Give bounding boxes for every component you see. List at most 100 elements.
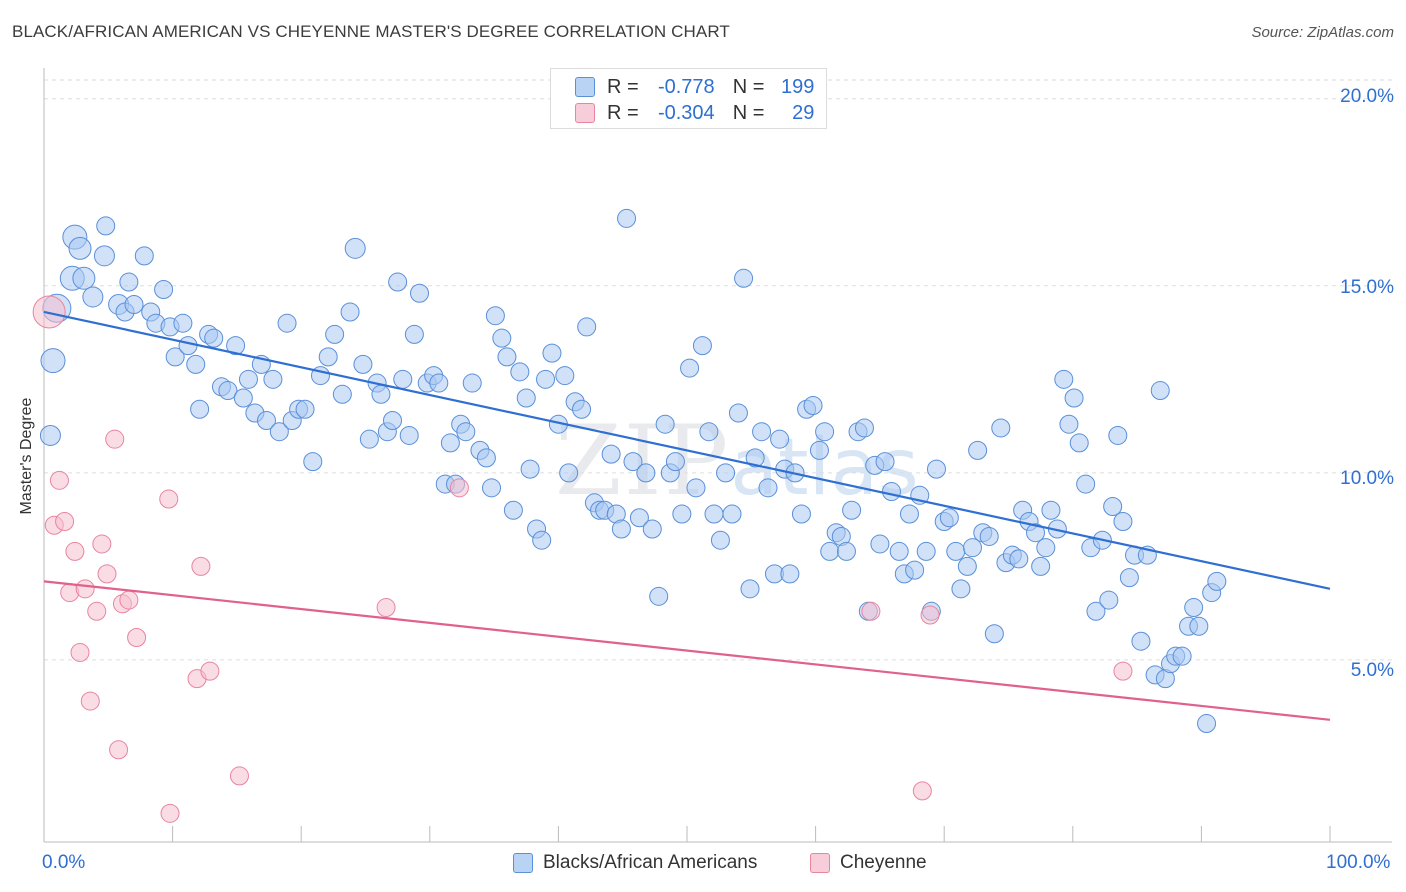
- blue-point: [1207, 571, 1227, 591]
- blue-point: [542, 343, 562, 363]
- blue-point: [1076, 474, 1096, 494]
- blue-point: [440, 433, 460, 453]
- y-tick-label-20: 20.0%: [1340, 86, 1394, 107]
- blue-point: [559, 463, 579, 483]
- pink-point: [105, 429, 125, 449]
- blue-point: [485, 306, 505, 326]
- blue-point: [836, 541, 856, 561]
- pink-point: [92, 534, 112, 554]
- pink-point: [87, 601, 107, 621]
- blue-point: [277, 313, 297, 333]
- blue-point: [404, 324, 424, 344]
- blue-point: [601, 444, 621, 464]
- pink-point: [55, 511, 75, 531]
- blue-point: [1099, 590, 1119, 610]
- blue-point: [204, 328, 224, 348]
- bottom-legend-label: Blacks/African Americans: [543, 852, 758, 873]
- blue-point: [503, 500, 523, 520]
- blue-point: [672, 504, 692, 524]
- blue-point: [303, 452, 323, 472]
- blue-point: [745, 448, 765, 468]
- blue-point: [699, 422, 719, 442]
- blue-point: [951, 579, 971, 599]
- bottom-legend-label: Cheyenne: [840, 852, 927, 873]
- blue-point: [809, 440, 829, 460]
- pink-point: [97, 564, 117, 584]
- blue-point: [39, 424, 61, 446]
- blue-point: [325, 324, 345, 344]
- blue-point: [1131, 631, 1151, 651]
- pink-point: [65, 541, 85, 561]
- blue-point: [1108, 425, 1128, 445]
- blue-point: [68, 236, 92, 260]
- legend-r-label: R =: [607, 75, 639, 98]
- blue-point: [96, 216, 116, 236]
- legend-n-label: N =: [732, 101, 765, 124]
- blue-point: [1086, 601, 1106, 621]
- blue-point: [1009, 549, 1029, 569]
- y-tick-label-15: 15.0%: [1340, 277, 1394, 298]
- blue-point: [516, 388, 536, 408]
- blue-point: [410, 283, 430, 303]
- blue-point: [178, 336, 198, 356]
- blue-point: [462, 373, 482, 393]
- blue-point: [704, 504, 724, 524]
- pink-point: [229, 766, 249, 786]
- blue-point: [1103, 497, 1123, 517]
- pink-point: [200, 661, 220, 681]
- blue-point: [984, 624, 1004, 644]
- blue-point: [40, 348, 66, 374]
- blue-point: [957, 556, 977, 576]
- blue-point: [926, 459, 946, 479]
- blue-point: [752, 422, 772, 442]
- blue-point: [1150, 381, 1170, 401]
- pink-point: [1113, 661, 1133, 681]
- pink-point: [160, 803, 180, 823]
- legend-row-cheyenne: R = -0.304 N = 29: [575, 101, 814, 125]
- blue-point: [875, 452, 895, 472]
- blue-point: [686, 478, 706, 498]
- pink-point: [119, 590, 139, 610]
- bottom-legend-swatch-blue: [513, 853, 533, 873]
- pink-trend-line: [43, 580, 1331, 721]
- legend-row-blacks: R = -0.778 N = 199: [575, 75, 814, 99]
- blue-point: [692, 336, 712, 356]
- blue-point: [1026, 523, 1046, 543]
- blue-point: [1184, 598, 1204, 618]
- blue-point: [134, 246, 154, 266]
- pink-point: [49, 470, 69, 490]
- legend-n-value: 199: [781, 75, 815, 98]
- blue-point: [854, 418, 874, 438]
- y-tick-label-5: 5.0%: [1350, 660, 1394, 681]
- blue-point: [780, 564, 800, 584]
- blue-point: [665, 452, 685, 472]
- blue-point: [968, 440, 988, 460]
- blue-point: [791, 504, 811, 524]
- blue-point: [344, 237, 366, 259]
- blue-point: [1113, 511, 1133, 531]
- blue-point: [371, 384, 391, 404]
- blue-point: [555, 366, 575, 386]
- pink-point: [75, 579, 95, 599]
- blue-point: [572, 399, 592, 419]
- blue-point: [93, 245, 115, 267]
- blue-point: [476, 448, 496, 468]
- blue-point: [256, 410, 276, 430]
- pink-point: [191, 556, 211, 576]
- blue-point: [497, 347, 517, 367]
- blue-point: [803, 396, 823, 416]
- legend-r-value: -0.304: [657, 101, 715, 124]
- blue-point: [734, 268, 754, 288]
- pink-point: [80, 691, 100, 711]
- blue-point: [815, 422, 835, 442]
- blue-point: [332, 384, 352, 404]
- pink-point: [912, 781, 932, 801]
- blue-point: [186, 354, 206, 374]
- blue-point: [655, 414, 675, 434]
- legend-swatch-blue: [575, 77, 595, 97]
- blue-point: [916, 541, 936, 561]
- pink-point: [376, 598, 396, 618]
- blue-point: [190, 399, 210, 419]
- pink-point: [159, 489, 179, 509]
- blue-point: [642, 519, 662, 539]
